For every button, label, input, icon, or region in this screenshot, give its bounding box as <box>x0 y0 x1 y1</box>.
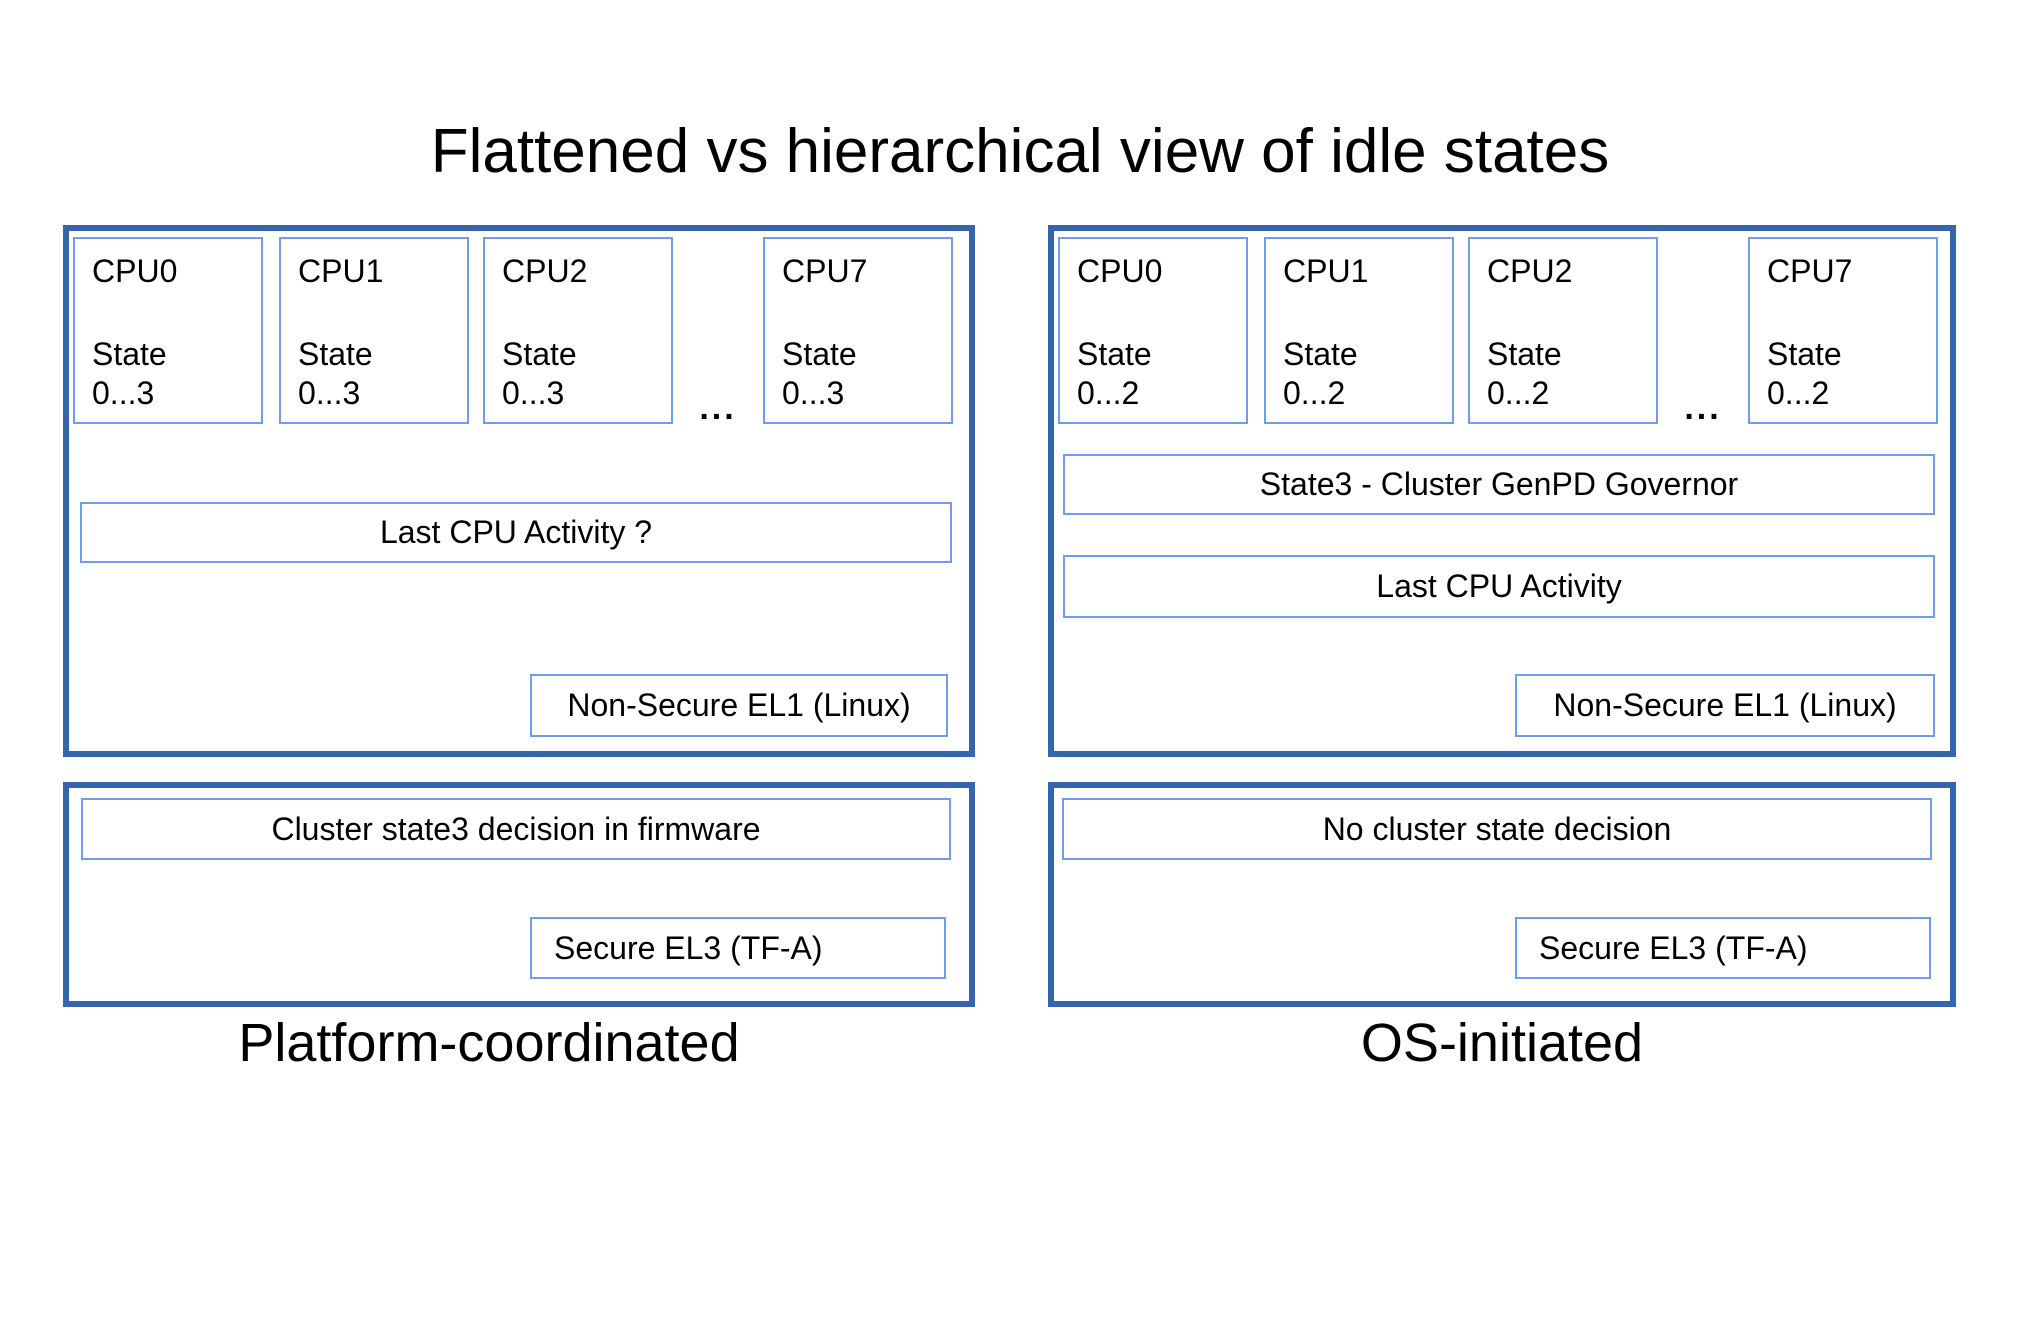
cpu-label: CPU7 <box>782 253 868 289</box>
cpu-state: State 0...3 <box>502 335 577 413</box>
cpu-state-range: 0...2 <box>1077 375 1140 411</box>
cpu-label: CPU0 <box>92 253 178 289</box>
cpu-state-label: State <box>1487 336 1562 372</box>
cpu-state: State 0...3 <box>298 335 373 413</box>
left-nonsecure-el1-panel: CPU0 State 0...3 CPU1 State 0...3 CPU2 S… <box>63 225 975 757</box>
no-cluster-state-decision-box: No cluster state decision <box>1062 798 1932 860</box>
cpu-box-cpu7: CPU7 State 0...3 <box>763 237 953 424</box>
cpu-box-cpu2: CPU2 State 0...3 <box>483 237 673 424</box>
cpu-label: CPU0 <box>1077 253 1163 289</box>
os-initiated-caption: OS-initiated <box>1360 1013 1644 1073</box>
cpu-state-label: State <box>92 336 167 372</box>
left-secure-el3-panel: Cluster state3 decision in firmware Secu… <box>63 782 975 1007</box>
secure-el3-label-box: Secure EL3 (TF-A) <box>530 917 946 979</box>
cpu-state-range: 0...2 <box>1487 375 1550 411</box>
cpu-state-label: State <box>1283 336 1358 372</box>
right-nonsecure-el1-panel: CPU0 State 0...2 CPU1 State 0...2 CPU2 S… <box>1048 225 1956 757</box>
cpu-state-label: State <box>782 336 857 372</box>
cpu-box-cpu1: CPU1 State 0...3 <box>279 237 469 424</box>
cpu-state-label: State <box>502 336 577 372</box>
cpu-state: State 0...2 <box>1767 335 1842 413</box>
cpu-ellipsis: ... <box>699 389 737 427</box>
cluster-state3-firmware-box: Cluster state3 decision in firmware <box>81 798 951 860</box>
cpu-state: State 0...3 <box>782 335 857 413</box>
cpu-box-cpu0: CPU0 State 0...2 <box>1058 237 1248 424</box>
cpu-label: CPU7 <box>1767 253 1853 289</box>
right-secure-el3-panel: No cluster state decision Secure EL3 (TF… <box>1048 782 1956 1007</box>
last-cpu-activity-box: Last CPU Activity ? <box>80 502 952 563</box>
cpu-label: CPU2 <box>1487 253 1573 289</box>
nonsecure-el1-label-box: Non-Secure EL1 (Linux) <box>1515 674 1935 737</box>
cpu-state: State 0...2 <box>1487 335 1562 413</box>
cpu-state-range: 0...2 <box>1283 375 1346 411</box>
cpu-state-label: State <box>1767 336 1842 372</box>
last-cpu-activity-box: Last CPU Activity <box>1063 555 1935 618</box>
cpu-label: CPU1 <box>298 253 384 289</box>
cpu-state: State 0...3 <box>92 335 167 413</box>
cpu-box-cpu1: CPU1 State 0...2 <box>1264 237 1454 424</box>
cpu-state-label: State <box>1077 336 1152 372</box>
cpu-box-cpu0: CPU0 State 0...3 <box>73 237 263 424</box>
cpu-ellipsis: ... <box>1684 389 1722 427</box>
cpu-label: CPU1 <box>1283 253 1369 289</box>
cpu-state-range: 0...3 <box>92 375 155 411</box>
cpu-state: State 0...2 <box>1077 335 1152 413</box>
platform-coordinated-caption: Platform-coordinated <box>238 1013 740 1073</box>
cpu-state-label: State <box>298 336 373 372</box>
slide-title: Flattened vs hierarchical view of idle s… <box>430 117 1610 186</box>
cpu-state-range: 0...3 <box>782 375 845 411</box>
cpu-box-cpu2: CPU2 State 0...2 <box>1468 237 1658 424</box>
cpu-state-range: 0...3 <box>298 375 361 411</box>
cpu-state-range: 0...3 <box>502 375 565 411</box>
state3-genpd-governor-box: State3 - Cluster GenPD Governor <box>1063 454 1935 515</box>
cpu-label: CPU2 <box>502 253 588 289</box>
cpu-state-range: 0...2 <box>1767 375 1830 411</box>
cpu-state: State 0...2 <box>1283 335 1358 413</box>
cpu-box-cpu7: CPU7 State 0...2 <box>1748 237 1938 424</box>
secure-el3-label-box: Secure EL3 (TF-A) <box>1515 917 1931 979</box>
nonsecure-el1-label-box: Non-Secure EL1 (Linux) <box>530 674 948 737</box>
